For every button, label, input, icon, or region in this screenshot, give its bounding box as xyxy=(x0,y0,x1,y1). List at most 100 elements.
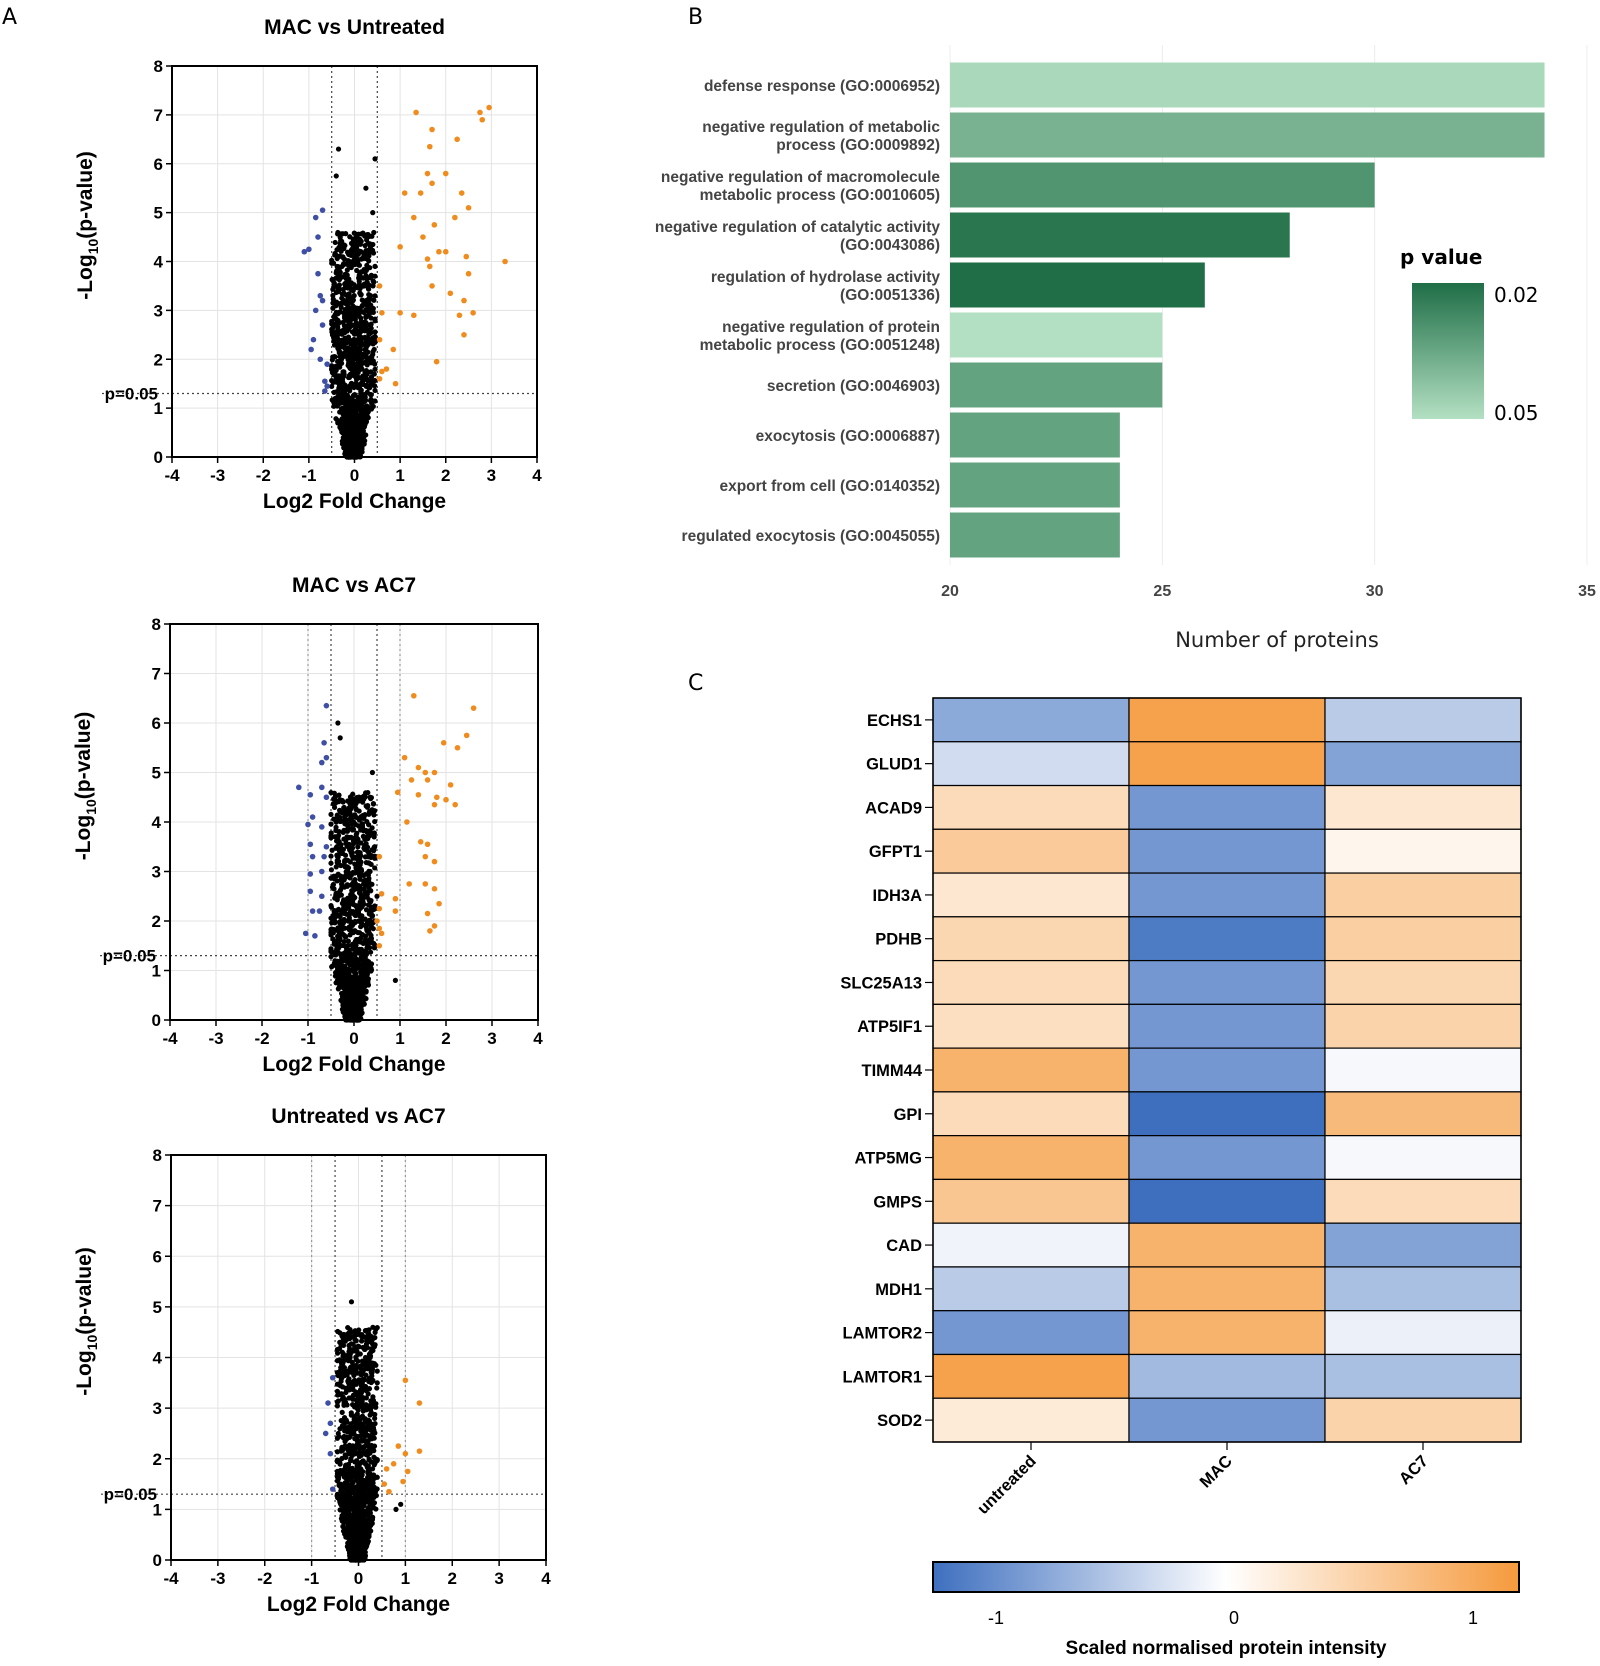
data-point-downregulated xyxy=(319,297,326,304)
data-point-upregulated xyxy=(390,1461,397,1467)
data-point-downregulated xyxy=(315,270,321,277)
data-point-not-significant xyxy=(354,1401,360,1407)
data-point-upregulated xyxy=(378,890,385,897)
data-point-not-significant xyxy=(356,1529,362,1535)
data-point-downregulated xyxy=(315,234,321,240)
data-point-not-significant xyxy=(344,882,350,888)
data-point-not-significant xyxy=(359,1338,365,1344)
data-point-upregulated xyxy=(447,290,454,297)
data-point-not-significant xyxy=(347,414,353,420)
data-point-not-significant xyxy=(372,844,378,850)
data-point-upregulated xyxy=(376,942,383,949)
data-point-not-significant xyxy=(350,307,356,313)
data-point-not-significant xyxy=(353,999,359,1005)
data-point-not-significant xyxy=(356,309,362,315)
data-point-not-significant xyxy=(350,286,356,292)
data-point-downregulated xyxy=(323,702,330,709)
heatmap-cell xyxy=(1324,1135,1522,1181)
heatmap-cell xyxy=(1324,784,1522,830)
category-label: regulation of hydrolase activity xyxy=(711,269,940,286)
data-point-not-significant xyxy=(360,230,366,236)
data-point-not-significant xyxy=(368,1528,374,1534)
data-point-not-significant xyxy=(334,1435,341,1441)
data-point-not-significant xyxy=(351,282,357,288)
category-label: secretion (GO:0046903) xyxy=(767,378,940,395)
data-point-not-significant xyxy=(360,381,366,387)
heatmap-cell xyxy=(932,1003,1130,1049)
row-label: SOD2 xyxy=(877,1412,922,1430)
data-point-not-significant xyxy=(343,351,349,357)
data-point-not-significant xyxy=(337,1391,344,1398)
data-point-upregulated xyxy=(404,819,410,825)
x-tick-label: 25 xyxy=(1153,583,1171,600)
row-label: LAMTOR2 xyxy=(843,1325,922,1343)
data-point-not-significant xyxy=(338,231,344,237)
data-point-not-significant xyxy=(329,847,335,853)
data-point-upregulated xyxy=(374,918,380,924)
data-point-not-significant xyxy=(328,902,334,909)
data-point-not-significant xyxy=(367,241,373,247)
colorbar-tick-label: 1 xyxy=(1468,1608,1478,1628)
data-point-not-significant xyxy=(371,906,377,912)
category-label: metabolic process (GO:0051248) xyxy=(700,337,940,354)
data-point-not-significant xyxy=(364,262,370,269)
data-point-not-significant xyxy=(330,881,337,888)
data-point-not-significant xyxy=(341,897,347,903)
data-point-not-significant xyxy=(343,317,350,323)
data-point-not-significant xyxy=(340,388,346,394)
data-point-not-significant xyxy=(353,232,360,239)
data-point-downregulated xyxy=(323,794,330,801)
data-point-not-significant xyxy=(365,415,371,421)
data-point-not-significant xyxy=(366,249,372,256)
data-point-not-significant xyxy=(361,1552,367,1558)
heatmap-cell xyxy=(1128,1091,1326,1137)
data-point-not-significant xyxy=(363,341,369,347)
data-point-downregulated xyxy=(329,1486,336,1492)
data-point-upregulated xyxy=(424,256,431,262)
x-tick-label: 1 xyxy=(395,1029,404,1048)
data-point-not-significant xyxy=(338,304,344,311)
data-point-upregulated xyxy=(415,764,422,771)
data-point-not-significant xyxy=(372,156,378,162)
data-point-not-significant xyxy=(373,1326,379,1332)
data-point-not-significant xyxy=(353,1474,359,1480)
data-point-upregulated xyxy=(383,1466,390,1472)
data-point-not-significant xyxy=(358,868,365,874)
data-point-not-significant xyxy=(353,410,359,416)
data-point-upregulated xyxy=(379,368,385,375)
data-point-not-significant xyxy=(353,320,359,326)
data-point-not-significant xyxy=(341,1520,347,1526)
data-point-not-significant xyxy=(344,302,351,308)
data-point-upregulated xyxy=(461,297,467,304)
data-point-not-significant xyxy=(372,818,378,825)
data-point-not-significant xyxy=(364,307,370,314)
data-point-not-significant xyxy=(338,238,344,244)
panel-label-a: A xyxy=(2,5,17,30)
data-point-downregulated xyxy=(307,871,314,877)
data-point-not-significant xyxy=(357,432,364,438)
data-point-not-significant xyxy=(337,1484,344,1490)
row-label: ECHS1 xyxy=(867,712,922,730)
data-point-not-significant xyxy=(338,892,344,898)
data-point-upregulated xyxy=(397,310,403,316)
y-tick-label: 6 xyxy=(154,155,163,174)
data-point-not-significant xyxy=(349,405,355,411)
data-point-downregulated xyxy=(322,1430,329,1437)
data-point-not-significant xyxy=(329,383,335,390)
data-point-not-significant xyxy=(372,318,378,324)
data-point-not-significant xyxy=(363,841,369,847)
data-point-upregulated xyxy=(486,104,492,111)
row-label: GLUD1 xyxy=(866,756,922,774)
data-point-downregulated xyxy=(316,908,323,914)
data-point-not-significant xyxy=(368,935,375,942)
data-point-not-significant xyxy=(339,1444,345,1450)
data-point-upregulated xyxy=(427,928,433,934)
data-point-upregulated xyxy=(411,692,417,699)
data-point-not-significant xyxy=(345,918,351,924)
data-point-not-significant xyxy=(363,1542,370,1548)
data-point-not-significant xyxy=(355,961,361,967)
data-point-not-significant xyxy=(344,1499,351,1505)
data-point-not-significant xyxy=(342,441,348,447)
x-tick-label: -1 xyxy=(301,466,316,485)
data-point-not-significant xyxy=(350,897,356,903)
